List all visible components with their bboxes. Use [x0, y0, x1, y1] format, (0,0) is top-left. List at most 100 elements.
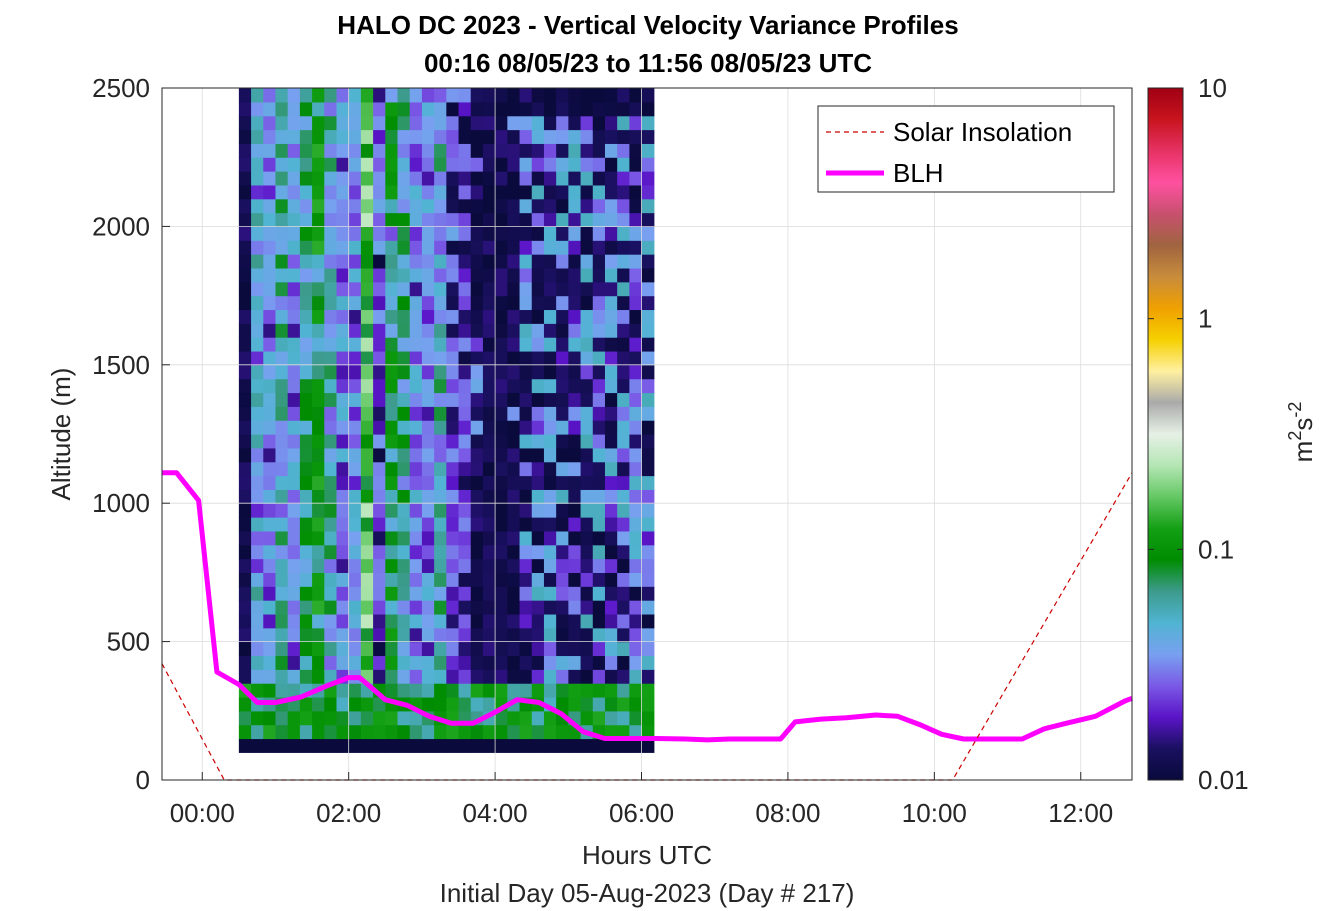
- heatmap-cell: [409, 738, 423, 753]
- heatmap-cell: [360, 129, 374, 144]
- y-tick-label: 0: [136, 765, 150, 795]
- heatmap-cell: [336, 600, 350, 615]
- heatmap-cell: [348, 586, 362, 601]
- heatmap-cell: [604, 613, 618, 629]
- heatmap-cell: [556, 475, 569, 490]
- heatmap-cell: [434, 364, 447, 380]
- heatmap-cell: [238, 669, 252, 684]
- heatmap-cell: [604, 406, 618, 421]
- heatmap-cell: [360, 406, 374, 421]
- heatmap-cell: [421, 669, 435, 684]
- colorbar-label-mid: s: [1288, 418, 1318, 431]
- heatmap-cell: [263, 88, 277, 103]
- heatmap-cell: [312, 115, 325, 131]
- heatmap-cell: [519, 572, 533, 587]
- heatmap-cell: [397, 517, 411, 532]
- heatmap-cell: [629, 572, 643, 587]
- heatmap-cell: [275, 281, 289, 297]
- heatmap-cell: [348, 323, 362, 338]
- heatmap-cell: [531, 281, 545, 297]
- heatmap-cell: [397, 198, 411, 214]
- heatmap-cell: [519, 710, 533, 726]
- heatmap-cell: [421, 295, 435, 311]
- heatmap-cell: [568, 184, 582, 200]
- heatmap-cell: [458, 378, 472, 394]
- heatmap-cell: [604, 309, 618, 324]
- heatmap-cell: [580, 544, 594, 560]
- heatmap-cell: [421, 337, 435, 352]
- plot-frame: [161, 87, 1133, 781]
- heatmap-cell: [373, 627, 386, 643]
- heatmap-cell: [641, 267, 655, 283]
- heatmap-cell: [458, 323, 472, 338]
- heatmap-cell: [568, 115, 582, 131]
- heatmap-cell: [458, 503, 472, 518]
- heatmap-cell: [312, 434, 325, 449]
- heatmap-cell: [507, 198, 521, 214]
- heatmap-cell: [568, 406, 582, 421]
- heatmap-cell: [568, 683, 582, 698]
- heatmap-cell: [409, 364, 423, 380]
- heatmap-cell: [629, 378, 643, 394]
- heatmap-cell: [287, 198, 301, 214]
- heatmap-cell: [312, 724, 325, 740]
- heatmap-cell: [324, 212, 338, 227]
- heatmap-cell: [385, 461, 399, 477]
- heatmap-cell: [568, 627, 582, 643]
- heatmap-cell: [617, 613, 630, 629]
- heatmap-cell: [592, 738, 606, 753]
- heatmap-cell: [263, 226, 277, 241]
- heatmap-cell: [251, 669, 264, 684]
- heatmap-cell: [263, 198, 277, 214]
- x-axis-label: Hours UTC: [582, 840, 712, 870]
- heatmap-cell: [397, 683, 411, 698]
- heatmap-cell: [287, 586, 301, 601]
- heatmap-cell: [238, 517, 252, 532]
- heatmap-cell: [373, 434, 386, 449]
- heatmap-cell: [385, 88, 399, 103]
- heatmap-cell: [263, 364, 277, 380]
- heatmap-cell: [641, 600, 655, 615]
- heatmap-cell: [580, 143, 594, 158]
- heatmap-cell: [641, 143, 655, 158]
- heatmap-cell: [446, 323, 460, 338]
- heatmap-cell: [348, 724, 362, 740]
- heatmap-cell: [543, 530, 557, 546]
- heatmap-cell: [568, 212, 582, 227]
- heatmap-cell: [409, 143, 423, 158]
- heatmap-cell: [397, 88, 411, 103]
- heatmap-cell: [287, 572, 301, 587]
- heatmap-cell: [263, 544, 277, 560]
- heatmap-cell: [604, 627, 618, 643]
- heatmap-cell: [556, 101, 569, 117]
- heatmap-cell: [507, 613, 521, 629]
- heatmap-cell: [263, 475, 277, 490]
- heatmap-cell: [238, 724, 252, 740]
- heatmap-cell: [458, 406, 472, 421]
- heatmap-cell: [446, 392, 460, 407]
- heatmap-cell: [543, 143, 557, 158]
- heatmap-cell: [629, 420, 643, 435]
- heatmap-cell: [617, 489, 630, 504]
- heatmap-cell: [434, 475, 447, 490]
- heatmap-cell: [519, 406, 533, 421]
- heatmap-cell: [263, 267, 277, 283]
- heatmap-cell: [458, 267, 472, 283]
- heatmap-cell: [543, 212, 557, 227]
- heatmap-cell: [446, 350, 460, 366]
- heatmap-cell: [397, 240, 411, 255]
- heatmap-cell: [543, 572, 557, 587]
- colorbar-label-exp2: -2: [1285, 402, 1305, 418]
- heatmap-cell: [592, 669, 606, 684]
- heatmap-cell: [360, 364, 374, 380]
- heatmap-cell: [336, 309, 350, 324]
- heatmap-cell: [592, 267, 606, 283]
- heatmap-cell: [629, 738, 643, 753]
- heatmap-cell: [336, 267, 350, 283]
- heatmap-cell: [641, 406, 655, 421]
- heatmap-cell: [287, 530, 301, 546]
- heatmap-cell: [531, 240, 545, 255]
- heatmap-cell: [519, 600, 533, 615]
- heatmap-cell: [312, 558, 325, 573]
- heatmap-cell: [385, 641, 399, 657]
